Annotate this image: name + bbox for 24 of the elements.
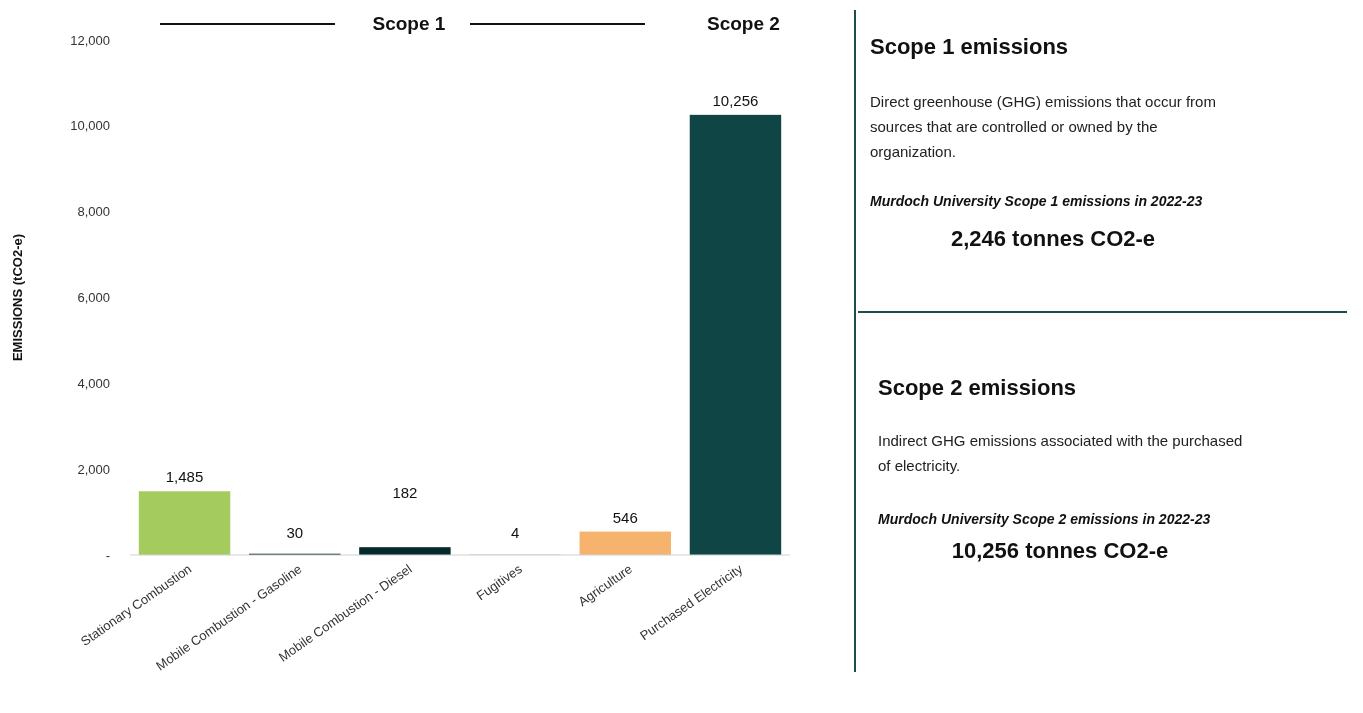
- text: Murdoch University Scope 2 emissions in 2022-23: [878, 511, 1211, 527]
- data-label: 4: [510, 524, 520, 541]
- data-label: 10,256: [712, 91, 759, 109]
- y-axis-title: EMISSIONS (tCO2-e): [10, 233, 25, 362]
- y-tick-label: 8,000: [77, 204, 110, 220]
- y-tick-label: 12,000: [70, 32, 110, 48]
- text: Indirect GHG emissions associated with the purchased of electricity.: [878, 432, 1243, 474]
- data-label: 30: [286, 524, 304, 541]
- data-label: 546: [612, 508, 638, 526]
- text: Scope 1: [372, 13, 446, 34]
- data-label: 182: [392, 484, 418, 501]
- text: Scope 1 emissions: [870, 34, 1069, 59]
- y-tick-label: 6,000: [77, 290, 110, 306]
- data-label: 1,485: [165, 468, 204, 486]
- text: Scope 2 emissions: [878, 375, 1077, 400]
- y-tick-label: 2,000: [77, 461, 110, 477]
- text: 2,246 tonnes CO2-e: [950, 226, 1156, 251]
- y-tick-label: 10,000: [70, 118, 110, 134]
- text: 10,256 tonnes CO2-e: [951, 538, 1169, 563]
- text: Murdoch University Scope 1 emissions in 2022-23: [870, 193, 1203, 209]
- text: Scope 2: [707, 13, 780, 34]
- text: Direct greenhouse (GHG) emissions that occur from sources that are controlled or owned by the organization.: [870, 93, 1216, 160]
- y-tick-label: 4,000: [77, 375, 110, 391]
- y-tick-label: -: [105, 547, 110, 563]
